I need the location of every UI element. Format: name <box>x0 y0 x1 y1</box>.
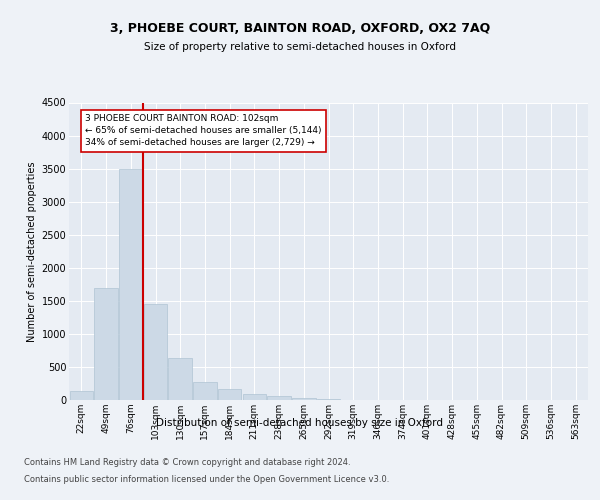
Text: 3 PHOEBE COURT BAINTON ROAD: 102sqm
← 65% of semi-detached houses are smaller (5: 3 PHOEBE COURT BAINTON ROAD: 102sqm ← 65… <box>85 114 322 147</box>
Bar <box>169 358 192 400</box>
Text: Distribution of semi-detached houses by size in Oxford: Distribution of semi-detached houses by … <box>157 418 443 428</box>
Bar <box>193 382 217 400</box>
Bar <box>70 392 93 400</box>
Text: Size of property relative to semi-detached houses in Oxford: Size of property relative to semi-detach… <box>144 42 456 52</box>
Bar <box>119 168 143 400</box>
Bar <box>268 396 291 400</box>
Bar <box>144 304 167 400</box>
Bar <box>292 398 316 400</box>
Text: Contains public sector information licensed under the Open Government Licence v3: Contains public sector information licen… <box>24 474 389 484</box>
Bar <box>94 288 118 400</box>
Text: 3, PHOEBE COURT, BAINTON ROAD, OXFORD, OX2 7AQ: 3, PHOEBE COURT, BAINTON ROAD, OXFORD, O… <box>110 22 490 36</box>
Y-axis label: Number of semi-detached properties: Number of semi-detached properties <box>28 161 37 342</box>
Bar <box>218 390 241 400</box>
Bar <box>242 394 266 400</box>
Text: Contains HM Land Registry data © Crown copyright and database right 2024.: Contains HM Land Registry data © Crown c… <box>24 458 350 467</box>
